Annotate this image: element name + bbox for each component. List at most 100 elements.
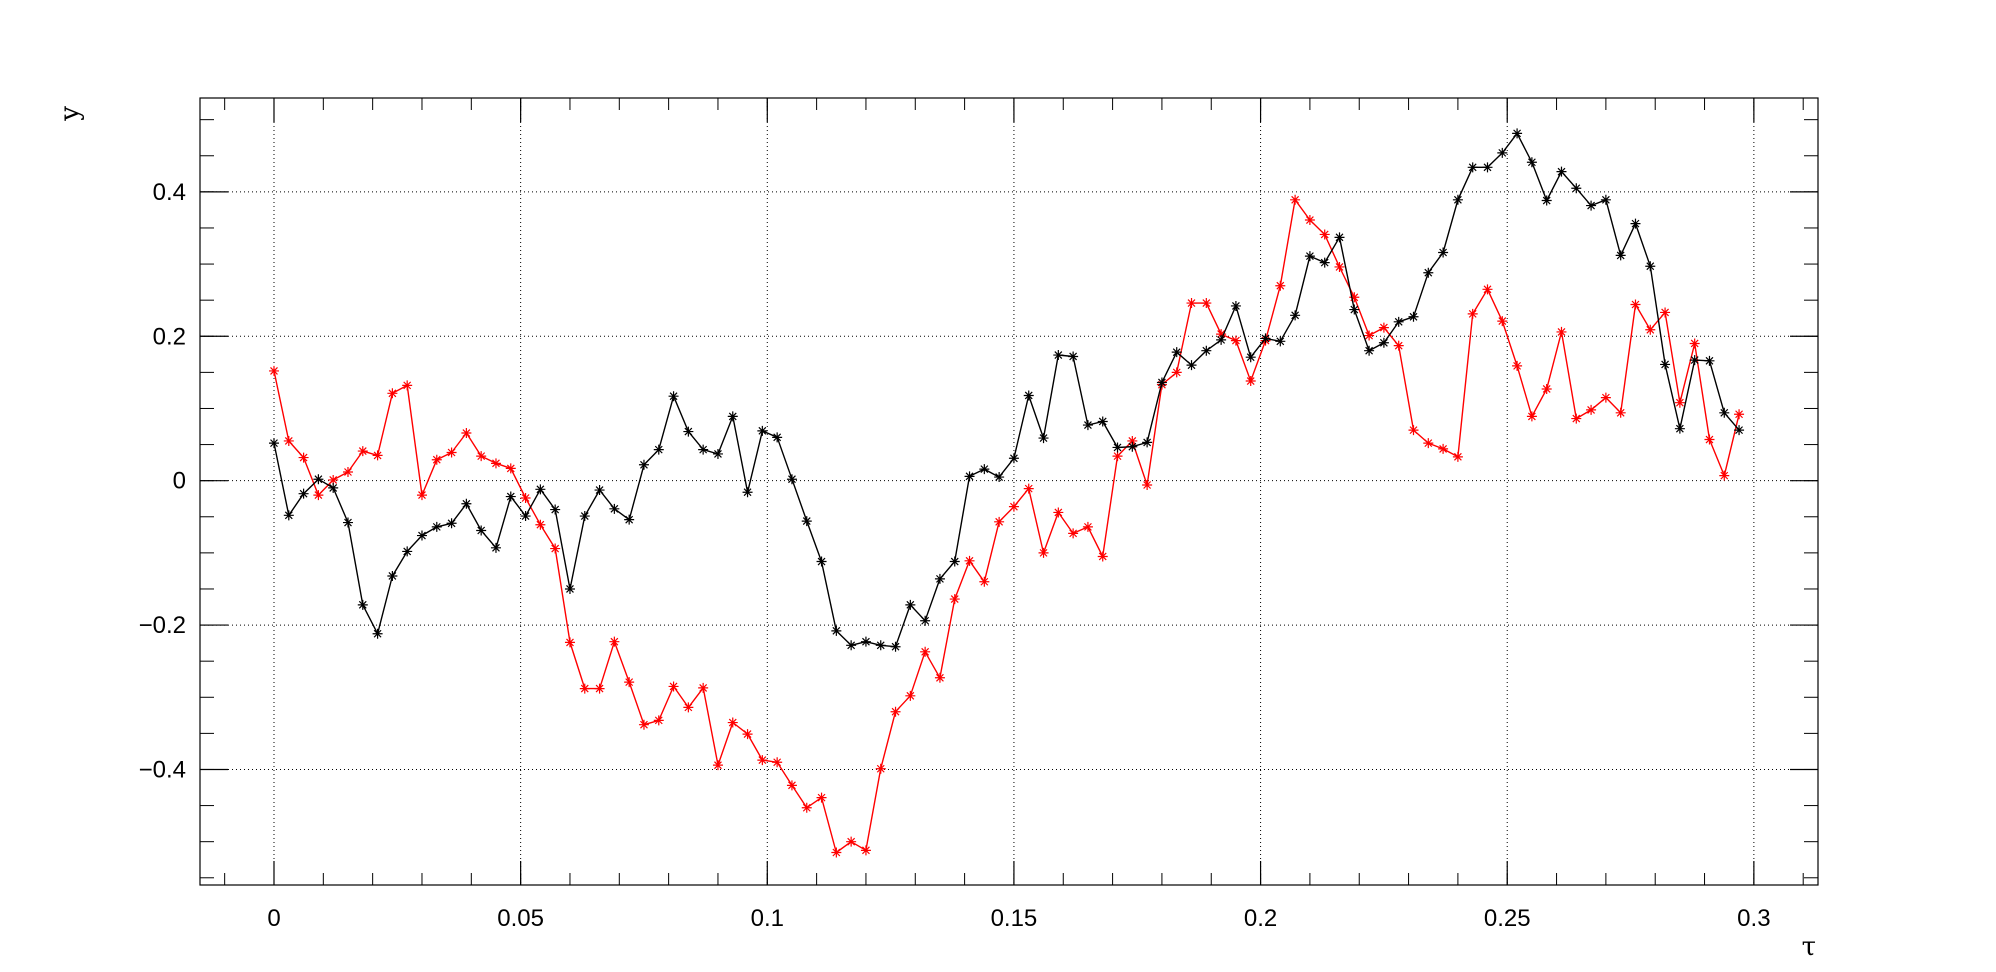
data-point (402, 546, 413, 557)
data-point (1541, 195, 1552, 206)
data-point (387, 388, 398, 399)
data-point (1008, 453, 1019, 464)
data-point (490, 542, 501, 553)
data-point (920, 615, 931, 626)
data-point (1097, 416, 1108, 427)
data-point (994, 472, 1005, 483)
series-0 (268, 128, 1745, 652)
data-point (609, 636, 620, 647)
data-point (757, 425, 768, 436)
data-point (816, 792, 827, 803)
data-point (283, 510, 294, 521)
data-point (1097, 551, 1108, 562)
series-line (273, 199, 1740, 854)
data-point (1600, 194, 1611, 205)
data-point (1171, 367, 1182, 378)
data-point (1674, 397, 1685, 408)
data-point (964, 555, 975, 566)
data-point (1260, 333, 1271, 344)
tick-labels: 0 0.05 0.1 0.15 0.2 0.25 0.3 −0.4 −0.2 0 0.2 0.4 (139, 179, 1771, 932)
data-point (890, 641, 901, 652)
data-point (1482, 162, 1493, 173)
data-point (1704, 355, 1715, 366)
data-point (1719, 407, 1730, 418)
data-point (505, 491, 516, 502)
data-point (934, 573, 945, 584)
data-point (846, 640, 857, 651)
data-point (1334, 232, 1345, 243)
data-point (905, 599, 916, 610)
data-point (742, 729, 753, 740)
data-point (772, 757, 783, 768)
data-point (757, 755, 768, 766)
data-point (1660, 307, 1671, 318)
data-point (875, 640, 886, 651)
data-point (964, 471, 975, 482)
data-point (1304, 251, 1315, 262)
data-point (1571, 413, 1582, 424)
data-point (490, 458, 501, 469)
data-point (1230, 300, 1241, 311)
data-point (1378, 337, 1389, 348)
data-point (624, 514, 635, 525)
data-point (1541, 383, 1552, 394)
data-point (624, 677, 635, 688)
data-point (1423, 438, 1434, 449)
data-point (1349, 292, 1360, 303)
data-point (934, 672, 945, 683)
data-point (772, 432, 783, 443)
data-point (668, 391, 679, 402)
data-point (1171, 347, 1182, 358)
data-point (1630, 299, 1641, 310)
data-point (875, 763, 886, 774)
data-point (905, 690, 916, 701)
x-tick-label: 0 (267, 905, 280, 932)
data-point (387, 570, 398, 581)
series-1 (268, 194, 1745, 858)
data-point (461, 428, 472, 439)
data-point (1438, 443, 1449, 454)
data-point (1142, 480, 1153, 491)
data-point (535, 484, 546, 495)
y-tick-label: 0 (173, 468, 186, 495)
data-point (416, 530, 427, 541)
data-point (668, 681, 679, 692)
data-point (1082, 420, 1093, 431)
y-tick-label: −0.2 (139, 612, 186, 639)
x-tick-label: 0.1 (751, 905, 784, 932)
data-point (1734, 425, 1745, 436)
data-point (712, 760, 723, 771)
data-point (920, 646, 931, 657)
data-point (446, 518, 457, 529)
grid-lines (200, 98, 1818, 885)
data-point (1497, 147, 1508, 158)
data-point (1245, 352, 1256, 363)
data-point (1245, 376, 1256, 387)
data-point (1660, 359, 1671, 370)
data-point (727, 717, 738, 728)
series-line (273, 132, 1740, 648)
data-point (1393, 316, 1404, 327)
data-point (1645, 261, 1656, 272)
data-point (1319, 257, 1330, 268)
data-point (1467, 308, 1478, 319)
data-point (476, 525, 487, 536)
data-point (328, 474, 339, 485)
data-point (786, 474, 797, 485)
data-point (1512, 128, 1523, 139)
data-point (520, 511, 531, 522)
data-point (1423, 267, 1434, 278)
data-point (564, 637, 575, 648)
data-point (979, 464, 990, 475)
data-point (1526, 411, 1537, 422)
data-point (1290, 310, 1301, 321)
data-point (1201, 298, 1212, 309)
data-point (357, 599, 368, 610)
data-point (431, 521, 442, 532)
plot-frame (199, 97, 1819, 886)
data-point (1600, 392, 1611, 403)
data-point (949, 556, 960, 567)
data-point (698, 682, 709, 693)
data-point (402, 380, 413, 391)
data-point (1571, 183, 1582, 194)
